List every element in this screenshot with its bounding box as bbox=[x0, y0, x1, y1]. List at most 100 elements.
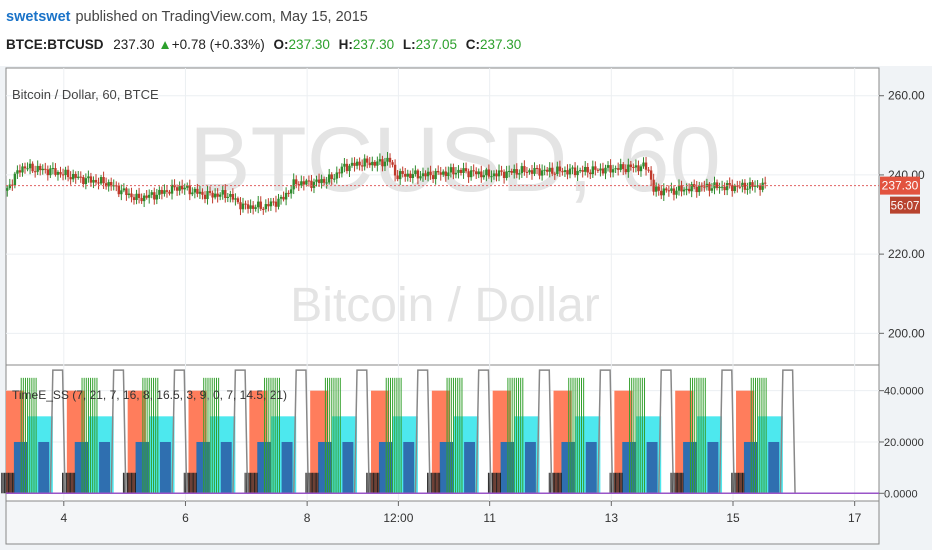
time-tick-label: 6 bbox=[182, 511, 189, 525]
chart-area[interactable]: BTCUSD, 60 Bitcoin / Dollar Bitcoin / Do… bbox=[0, 66, 932, 550]
candle-body bbox=[632, 166, 635, 168]
candle-body bbox=[246, 204, 250, 209]
candle-body bbox=[333, 178, 336, 180]
candle-body bbox=[97, 182, 100, 184]
candle-body bbox=[112, 185, 115, 187]
candle-body bbox=[677, 185, 681, 191]
candle-body bbox=[229, 194, 232, 197]
candle-body bbox=[236, 198, 240, 203]
candle-body bbox=[279, 196, 283, 199]
indicator-blue-area bbox=[159, 441, 171, 494]
candle-body bbox=[482, 175, 486, 178]
candle-body bbox=[573, 167, 577, 176]
candle-body bbox=[426, 171, 430, 177]
candle-body bbox=[690, 184, 693, 192]
candle-body bbox=[44, 168, 47, 170]
candle-body bbox=[439, 172, 442, 175]
candle-body bbox=[520, 166, 524, 174]
indicator-blue-area bbox=[342, 441, 354, 494]
close-label: C: bbox=[465, 37, 480, 52]
candle-body bbox=[226, 196, 229, 198]
candle-body bbox=[186, 185, 189, 188]
candle-body bbox=[662, 188, 665, 196]
candle-body bbox=[431, 175, 435, 180]
candle-body bbox=[388, 157, 392, 163]
candle-body bbox=[485, 169, 488, 176]
candle-body bbox=[715, 182, 719, 189]
candle-body bbox=[300, 181, 303, 186]
candle-body bbox=[507, 170, 511, 172]
candle-body bbox=[586, 166, 589, 173]
candle-body bbox=[660, 190, 663, 196]
candle-body bbox=[23, 166, 27, 169]
candle-body bbox=[31, 163, 34, 172]
candle-body bbox=[150, 192, 153, 195]
indicator-blue-area bbox=[318, 441, 332, 494]
candle-body bbox=[193, 188, 197, 193]
candle-body bbox=[657, 186, 660, 191]
candle-body bbox=[449, 167, 453, 173]
candle-body bbox=[535, 167, 539, 169]
candle-body bbox=[545, 169, 549, 172]
candle-body bbox=[543, 169, 546, 171]
time-tick-label: 13 bbox=[605, 511, 619, 525]
candle-body bbox=[406, 173, 409, 177]
candle-body bbox=[566, 170, 569, 175]
candle-body bbox=[584, 166, 587, 172]
close-value: 237.30 bbox=[479, 37, 522, 52]
candle-body bbox=[170, 184, 174, 194]
candle-body bbox=[64, 169, 67, 176]
candle-body bbox=[221, 190, 224, 195]
candle-body bbox=[117, 185, 121, 195]
price-tick-label: 220.00 bbox=[888, 247, 925, 261]
candle-body bbox=[558, 166, 562, 172]
candle-body bbox=[695, 186, 698, 193]
candle-body bbox=[738, 186, 742, 188]
candle-body bbox=[396, 175, 399, 180]
candle-body bbox=[87, 176, 90, 179]
candle-body bbox=[125, 188, 128, 196]
author-link[interactable]: swetswet bbox=[6, 9, 71, 25]
candle-body bbox=[39, 165, 42, 171]
indicator-blue-area bbox=[524, 441, 536, 494]
indicator-axis: 40.0000 20.0000 0.0000 bbox=[879, 386, 924, 500]
candle-body bbox=[16, 170, 19, 174]
candle-body bbox=[763, 182, 767, 184]
candle-body bbox=[723, 186, 726, 191]
candle-body bbox=[700, 185, 704, 187]
candle-body bbox=[611, 169, 615, 173]
candle-body bbox=[178, 185, 181, 191]
candle-body bbox=[741, 182, 744, 187]
candle-body bbox=[421, 173, 425, 177]
candle-body bbox=[33, 171, 37, 173]
candle-body bbox=[510, 170, 513, 173]
candle-body bbox=[614, 168, 617, 170]
symbol-label[interactable]: BTCE:BTCUSD bbox=[6, 37, 104, 52]
candle-body bbox=[414, 170, 417, 175]
indicator-blue-area bbox=[622, 441, 636, 494]
candle-body bbox=[137, 193, 141, 198]
publish-header: swetswet published on TradingView.com, Ma… bbox=[0, 0, 932, 66]
low-value: 237.05 bbox=[415, 37, 457, 52]
candle-body bbox=[751, 182, 754, 187]
candle-body bbox=[710, 188, 714, 191]
candle-body bbox=[761, 182, 764, 190]
candle-body bbox=[249, 205, 252, 209]
indicator-tick-label: 0.0000 bbox=[884, 488, 918, 500]
candle-body bbox=[183, 187, 186, 190]
candle-body bbox=[665, 188, 668, 191]
candle-body bbox=[753, 185, 757, 187]
candle-body bbox=[654, 186, 658, 192]
candle-body bbox=[180, 185, 184, 190]
candle-body bbox=[434, 170, 437, 180]
candle-body bbox=[381, 159, 384, 167]
candle-body bbox=[616, 168, 620, 170]
candle-body bbox=[682, 189, 686, 192]
candle-body bbox=[538, 168, 541, 176]
candle-body bbox=[317, 179, 321, 183]
candle-body bbox=[305, 180, 308, 185]
candle-body bbox=[59, 171, 62, 175]
price-pane[interactable] bbox=[5, 67, 880, 366]
indicator-blue-area bbox=[585, 441, 597, 494]
indicator-blue-area bbox=[74, 441, 89, 494]
